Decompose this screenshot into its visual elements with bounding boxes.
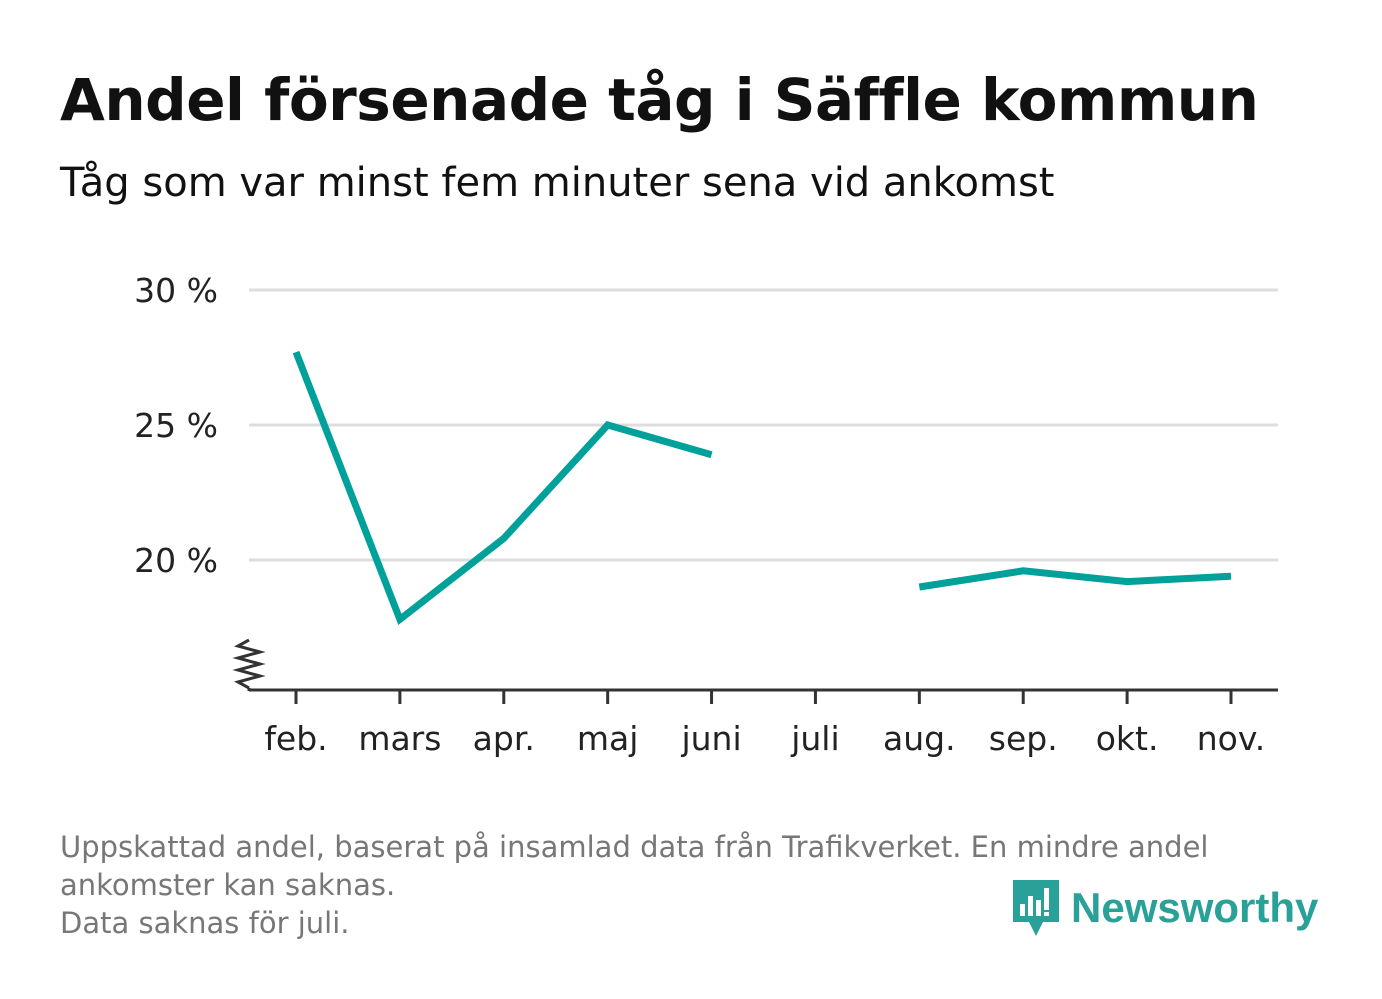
chart-title: Andel försenade tåg i Säffle kommun	[60, 66, 1259, 134]
y-tick-label: 30 %	[134, 271, 218, 310]
x-tick-label: okt.	[1096, 719, 1159, 758]
x-tick-label: nov.	[1197, 719, 1266, 758]
y-tick-label: 20 %	[134, 541, 218, 580]
x-tick-label: mars	[358, 719, 441, 758]
series-lines	[292, 350, 1232, 626]
y-axis: 20 % 25 % 30 %	[134, 271, 218, 580]
x-tick-label: aug.	[883, 719, 956, 758]
axis-break-icon	[232, 638, 266, 690]
series-line-segment	[918, 567, 1232, 591]
y-tick-label: 25 %	[134, 406, 218, 445]
x-tick-label: juli	[790, 719, 839, 758]
x-tick-label: feb.	[264, 719, 327, 758]
x-axis: feb. mars apr. maj juni juli aug. sep. okt. nov.	[264, 690, 1265, 758]
newsworthy-logo: Newsworthy	[1011, 878, 1318, 938]
footnote-line-3: Data saknas för juli.	[60, 906, 350, 940]
footnote: Uppskattad andel, baserat på insamlad da…	[60, 828, 1320, 942]
newsworthy-chart-bubble-icon	[1013, 880, 1059, 936]
x-tick-label: maj	[577, 719, 639, 758]
footnote-line-1: Uppskattad andel, baserat på insamlad da…	[60, 830, 1209, 864]
series-line-segment	[292, 350, 713, 626]
logo-text: Newsworthy	[1071, 884, 1319, 931]
gridlines	[249, 288, 1278, 562]
chart-subtitle: Tåg som var minst fem minuter sena vid a…	[60, 160, 1055, 206]
footnote-line-2: ankomster kan saknas.	[60, 868, 396, 902]
x-tick-label: juni	[680, 719, 741, 758]
x-tick-label: apr.	[473, 719, 535, 758]
x-tick-label: sep.	[989, 719, 1058, 758]
